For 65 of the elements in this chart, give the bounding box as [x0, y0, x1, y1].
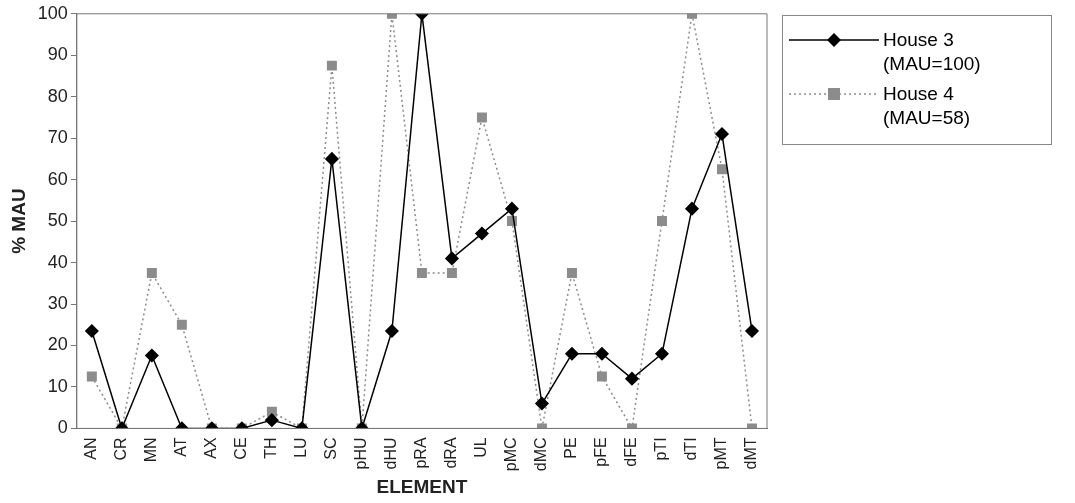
x-tick-label: pHU: [352, 437, 370, 470]
point: [655, 347, 669, 361]
x-tick-label: pMT: [712, 437, 730, 470]
point: [717, 164, 727, 175]
x-tick-label: pTI: [652, 437, 670, 461]
point: [385, 324, 399, 338]
point: [446, 267, 457, 278]
point: [85, 324, 99, 338]
x-tick-label: dMC: [532, 437, 550, 472]
point: [715, 127, 729, 141]
x-tick-label: TH: [262, 437, 280, 459]
point: [325, 152, 339, 166]
y-tick-label: 80: [47, 85, 68, 106]
x-axis-title: ELEMENT: [376, 475, 468, 497]
y-axis-title: % MAU: [7, 188, 29, 254]
x-tick-label: CR: [112, 437, 130, 461]
point: [505, 201, 519, 216]
x-tick-label: LU: [292, 437, 310, 458]
point: [745, 324, 759, 338]
point: [565, 347, 579, 361]
legend-label: House 4 (MAU=58): [883, 82, 972, 130]
point: [566, 267, 577, 278]
x-tick-label: dTI: [682, 437, 700, 461]
x-tick-label: pRA: [412, 437, 430, 469]
x-tick-label: dMT: [742, 437, 760, 470]
point: [656, 216, 667, 227]
x-tick-label: AX: [202, 437, 220, 459]
point: [146, 267, 157, 278]
y-tick-label: 90: [47, 44, 68, 65]
point: [416, 267, 427, 278]
point: [625, 371, 639, 386]
y-tick-label: 60: [47, 168, 68, 189]
x-tick-label: dRA: [442, 437, 460, 469]
x-tick-label: MN: [142, 437, 160, 463]
point: [535, 396, 549, 411]
point: [176, 319, 187, 330]
x-tick-label: dFE: [622, 437, 640, 467]
y-tick-label: 100: [37, 2, 68, 23]
x-tick-label: pMC: [502, 437, 520, 472]
point: [476, 112, 487, 123]
x-tick-label: pFE: [592, 437, 610, 467]
x-tick-label: UL: [472, 437, 490, 458]
point: [86, 371, 97, 382]
point: [685, 201, 699, 216]
point: [326, 60, 337, 71]
y-tick-label: 70: [47, 127, 68, 148]
y-tick-label: 50: [47, 210, 68, 231]
legend-label: House 3 (MAU=100): [883, 28, 982, 76]
x-tick-label: CE: [232, 437, 250, 460]
x-tick-label: PE: [562, 437, 580, 459]
point: [445, 251, 459, 266]
x-tick-label: AN: [82, 437, 100, 460]
point: [145, 348, 159, 363]
x-tick-label: dHU: [382, 437, 400, 470]
point: [265, 413, 279, 427]
point: [596, 371, 607, 382]
point: [475, 226, 489, 241]
x-tick-label: AT: [172, 437, 190, 457]
y-tick-label: 30: [47, 293, 68, 313]
y-tick-label: 0: [57, 417, 68, 438]
y-tick-label: 10: [47, 375, 68, 396]
y-tick-label: 40: [47, 251, 68, 272]
point: [595, 347, 609, 361]
y-tick-label: 20: [47, 334, 68, 355]
x-tick-label: SC: [322, 437, 340, 460]
